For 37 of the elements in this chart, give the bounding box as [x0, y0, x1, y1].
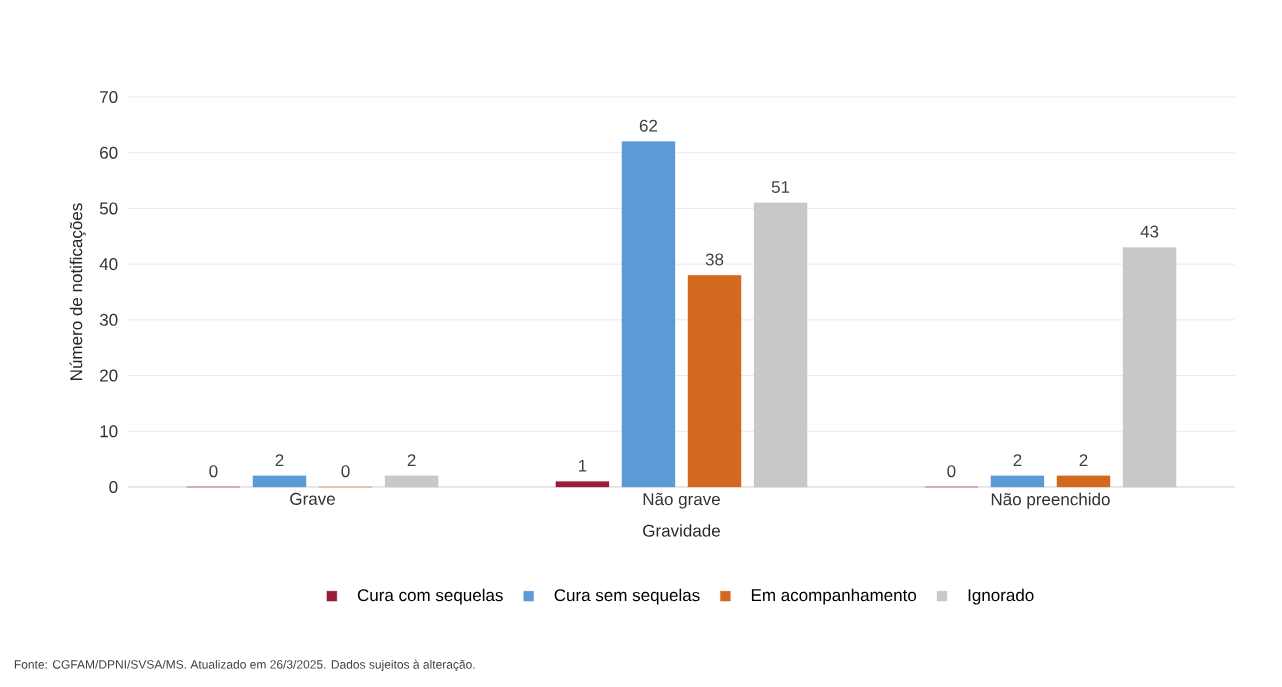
data-label: 2: [275, 454, 284, 467]
data-label: 2: [1013, 454, 1022, 467]
data-label: 0: [947, 465, 956, 478]
bar: [555, 481, 610, 488]
y-tick-label: 20: [100, 369, 118, 382]
legend-label: Ignorado: [968, 588, 1034, 605]
bar: [384, 475, 439, 488]
x-axis-title: Gravidade: [643, 524, 720, 537]
source-note: Fonte: CGFAM/DPNI/SVSA/MS. Atualizado em 26/3/2025. Dados sujeitos à alteração.: [14, 659, 475, 672]
data-label: 0: [209, 465, 218, 478]
data-label: 51: [771, 181, 790, 194]
y-tick-label: 70: [100, 90, 118, 104]
data-label: 2: [1079, 454, 1088, 467]
data-label: 2: [407, 454, 416, 467]
bar: [990, 475, 1045, 488]
data-label: 62: [639, 119, 658, 132]
y-tick-label: 50: [99, 202, 118, 215]
legend-label: Em acompanhamento: [751, 588, 917, 605]
bar: [1056, 475, 1111, 488]
legend-label: Cura sem sequelas: [554, 588, 700, 605]
bar: [621, 141, 676, 488]
y-tick-label: 40: [99, 258, 118, 271]
y-tick-label: 60: [100, 146, 118, 159]
x-tick-label: Grave: [290, 492, 335, 505]
y-tick-label: 10: [100, 425, 118, 438]
bar: [687, 275, 742, 488]
legend-label: Cura com sequelas: [357, 588, 503, 605]
data-label: 1: [578, 459, 587, 472]
data-label: 38: [705, 253, 724, 266]
y-axis-title: Número de notificações: [69, 203, 86, 380]
y-tick-label: 0: [109, 480, 118, 494]
x-tick-label: Não grave: [643, 492, 720, 509]
bar: [252, 475, 307, 488]
x-tick-label: Não preenchido: [991, 492, 1110, 509]
data-label: 43: [1140, 225, 1159, 238]
data-label: 0: [341, 465, 350, 478]
y-tick-label: 30: [99, 313, 118, 326]
